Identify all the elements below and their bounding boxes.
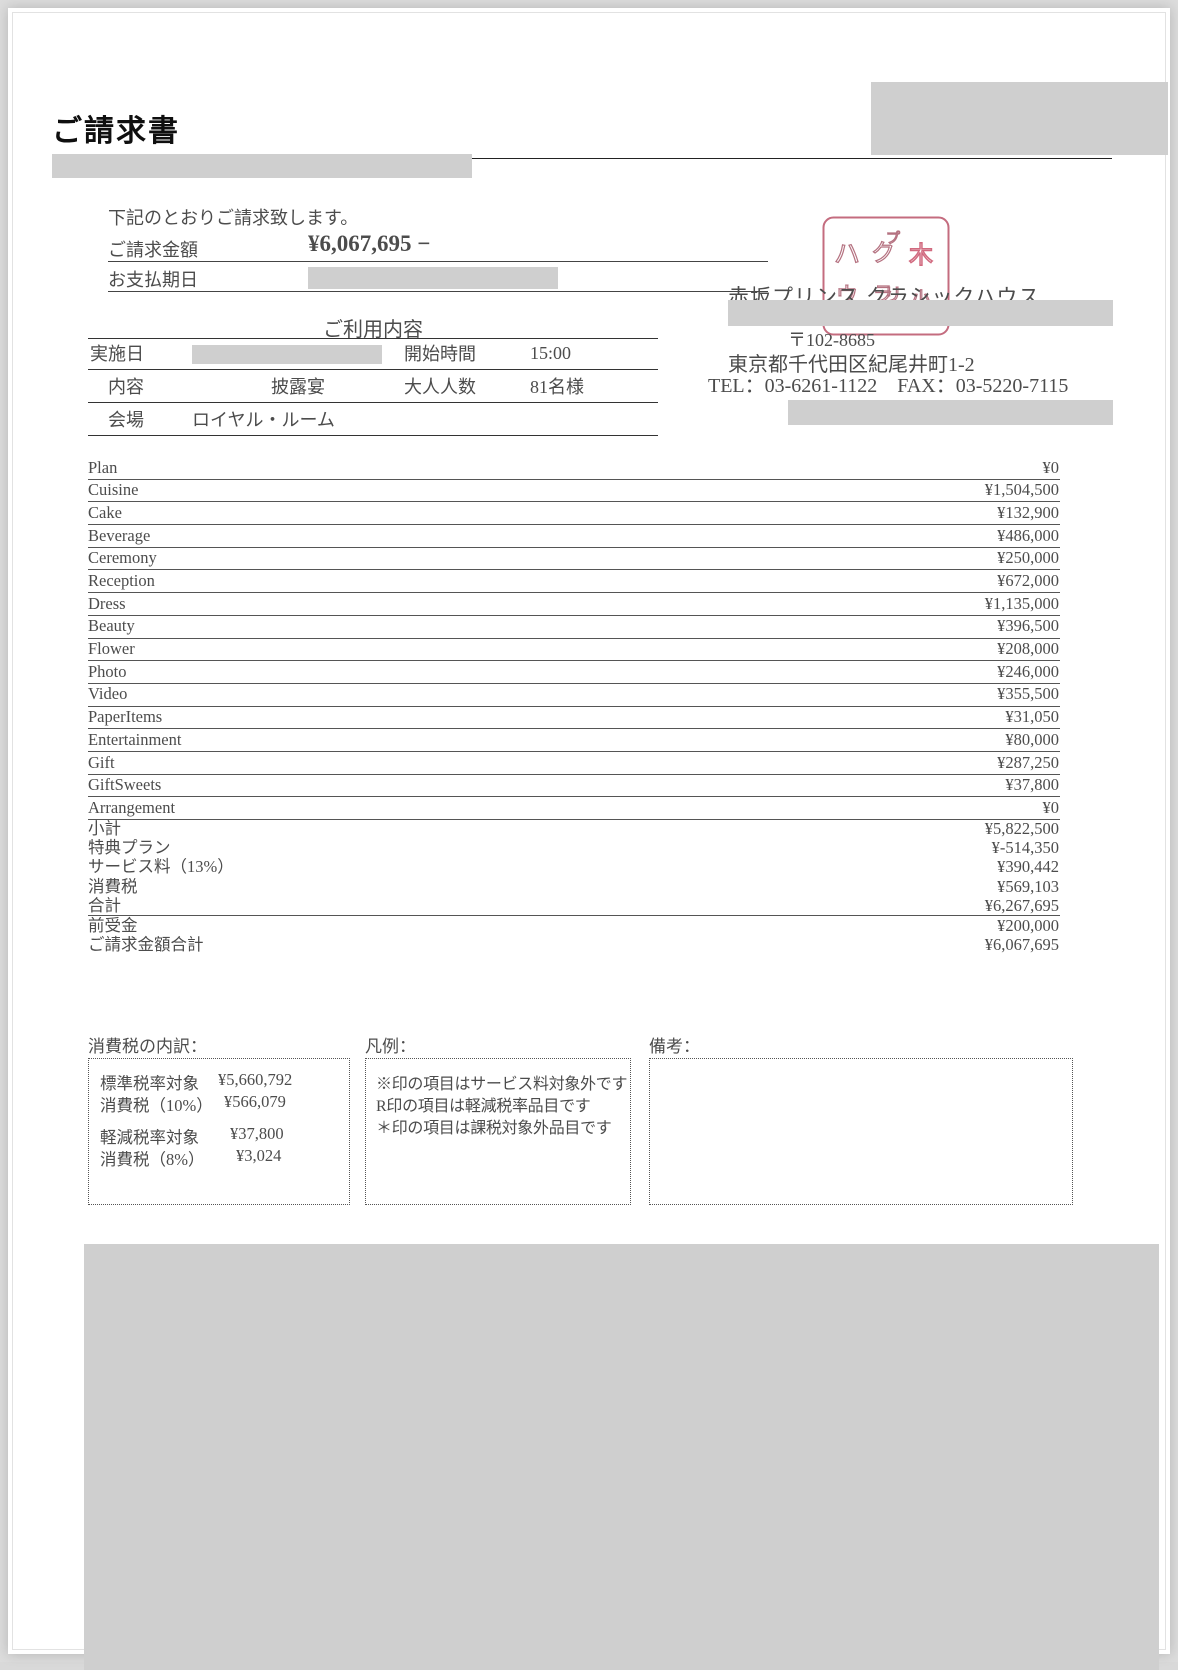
svg-text:木: 木	[909, 242, 933, 269]
svg-text:プ: プ	[886, 230, 900, 246]
svg-text:ハ: ハ	[834, 239, 860, 269]
